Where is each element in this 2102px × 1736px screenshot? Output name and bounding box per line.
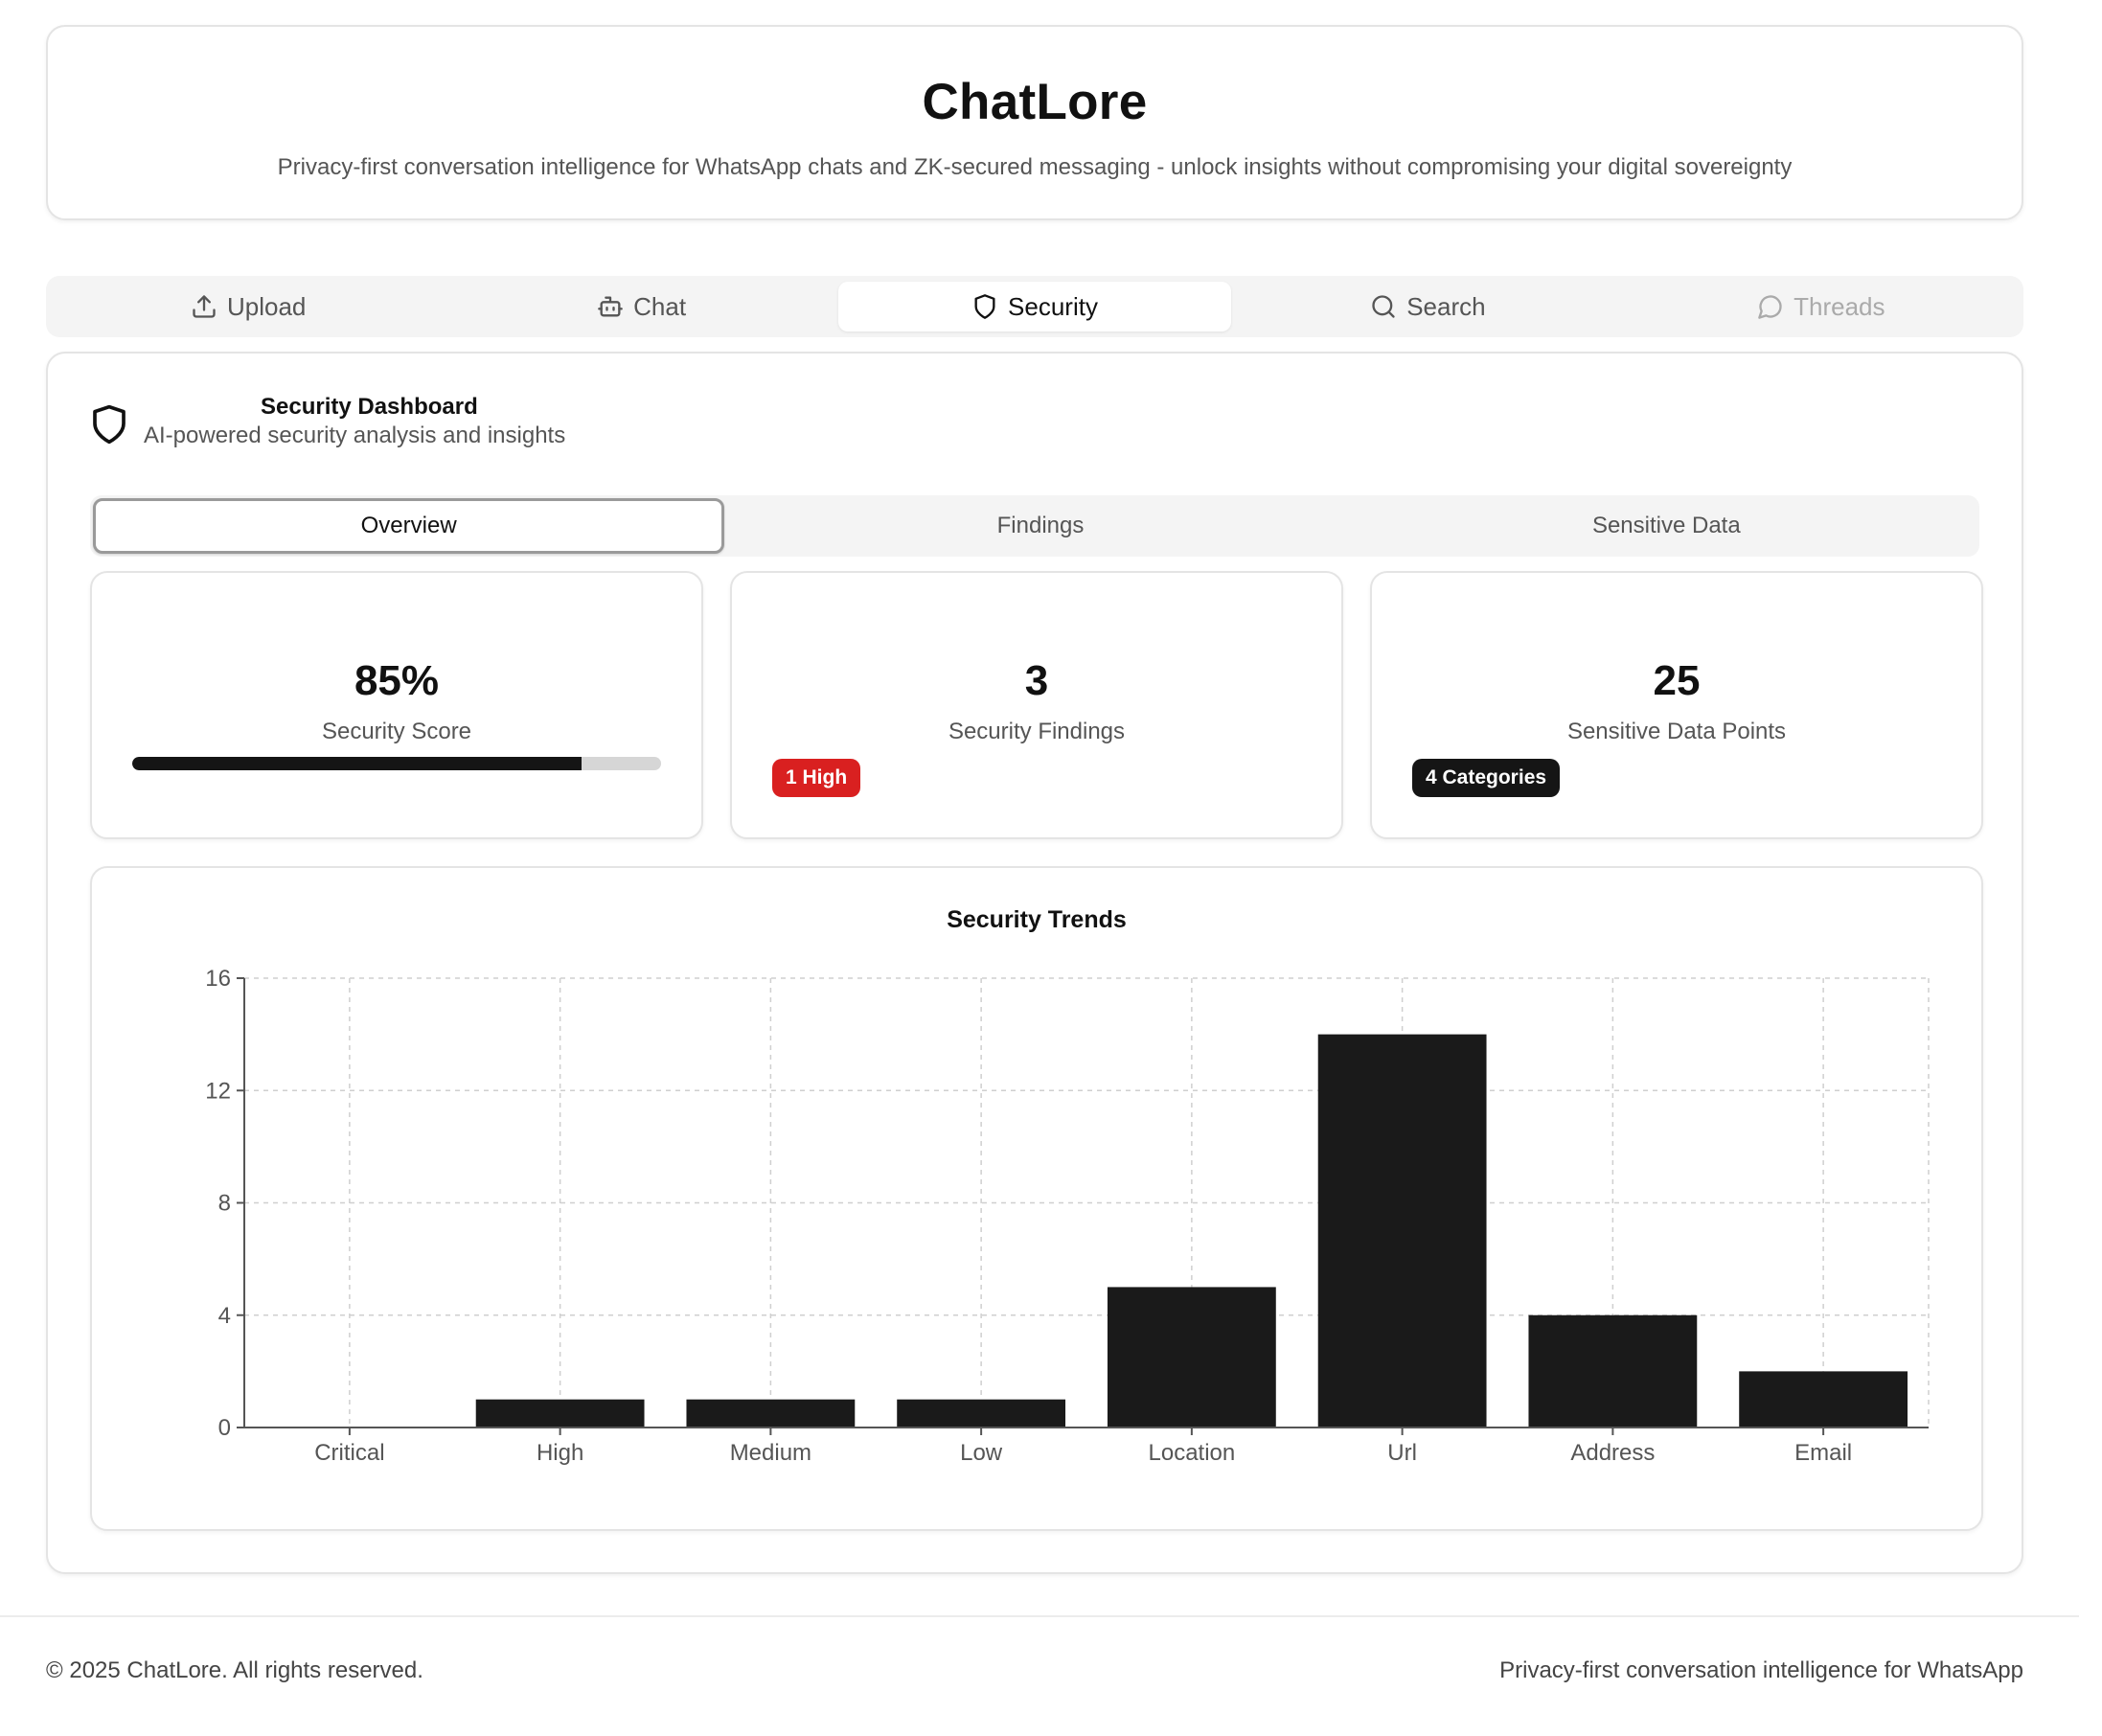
- security-findings-card: 3 Security Findings 1 High: [730, 571, 1343, 839]
- dashboard-subtitle: AI-powered security analysis and insight…: [144, 423, 566, 448]
- header-card: ChatLore Privacy-first conversation inte…: [46, 25, 2023, 220]
- sensitive-data-card: 25 Sensitive Data Points 4 Categories: [1370, 571, 1983, 839]
- tab-upload[interactable]: Upload: [52, 282, 445, 331]
- security-findings-label: Security Findings: [948, 719, 1126, 744]
- search-icon: [1372, 295, 1395, 318]
- main-tabs: Upload Chat Security Search Threads: [46, 276, 2023, 337]
- x-tick-label: Address: [1570, 1440, 1655, 1466]
- footer-divider: [0, 1615, 2079, 1617]
- bar-medium: [686, 1399, 856, 1428]
- security-dashboard-card: Security Dashboard AI-powered security a…: [46, 352, 2023, 1574]
- sensitive-data-label: Sensitive Data Points: [1566, 719, 1787, 744]
- y-tick-label: 4: [218, 1303, 231, 1329]
- bot-icon: [598, 296, 623, 317]
- bar-high: [475, 1399, 645, 1428]
- security-score-card: 85% Security Score: [90, 571, 703, 839]
- dashboard-subtabs: Overview Findings Sensitive Data: [90, 495, 1979, 557]
- tab-search[interactable]: Search: [1231, 282, 1624, 331]
- tab-threads[interactable]: Threads: [1625, 282, 2018, 331]
- security-score-progress: [132, 757, 661, 770]
- app-subtitle: Privacy-first conversation intelligence …: [277, 154, 1793, 180]
- bar-url: [1317, 1034, 1487, 1428]
- tab-upload-label: Upload: [227, 291, 307, 321]
- x-tick-label: Location: [1149, 1440, 1236, 1466]
- shield-icon: [974, 294, 995, 319]
- high-findings-badge: 1 High: [772, 759, 861, 797]
- bar-email: [1739, 1371, 1908, 1428]
- x-tick-label: Email: [1794, 1440, 1852, 1466]
- y-tick-label: 0: [218, 1415, 231, 1441]
- y-tick-label: 12: [205, 1078, 231, 1104]
- y-tick-label: 16: [205, 966, 231, 992]
- chart-title: Security Trends: [947, 906, 1127, 933]
- shield-icon: [93, 404, 126, 445]
- app-title: ChatLore: [922, 74, 1148, 130]
- y-tick-label: 8: [218, 1191, 231, 1217]
- x-tick-label: High: [537, 1440, 583, 1466]
- subtab-findings[interactable]: Findings: [996, 513, 1085, 538]
- bar-location: [1107, 1287, 1276, 1428]
- security-score-value: 85%: [354, 657, 440, 704]
- dashboard-title: Security Dashboard: [261, 394, 478, 420]
- subtab-overview[interactable]: Overview: [93, 498, 725, 554]
- security-findings-value: 3: [1024, 657, 1049, 704]
- tab-security-label: Security: [1008, 291, 1098, 321]
- security-score-label: Security Score: [321, 719, 472, 744]
- security-trends-chart: 0 4 8 12 16 Critical High Medium Low Location Url A…: [205, 966, 1930, 1466]
- tab-chat-label: Chat: [633, 291, 687, 321]
- upload-icon: [193, 295, 216, 318]
- categories-badge: 4 Categories: [1412, 759, 1561, 797]
- x-tick-label: Low: [960, 1440, 1003, 1466]
- x-tick-label: Medium: [730, 1440, 811, 1466]
- tab-security[interactable]: Security: [837, 282, 1232, 331]
- bar-low: [897, 1399, 1066, 1428]
- tab-search-label: Search: [1406, 291, 1486, 321]
- footer-copyright: © 2025 ChatLore. All rights reserved.: [46, 1657, 423, 1683]
- security-trends-card: Security Trends 0 4 8 12 16 Critical High Mediu…: [90, 866, 1983, 1531]
- footer-tagline: Privacy-first conversation intelligence …: [1499, 1657, 2023, 1683]
- bar-address: [1528, 1314, 1698, 1428]
- tab-threads-label: Threads: [1794, 291, 1885, 321]
- subtab-sensitive-data[interactable]: Sensitive Data: [1591, 513, 1741, 538]
- message-circle-icon: [1758, 295, 1782, 319]
- x-tick-label: Url: [1387, 1440, 1417, 1466]
- security-score-progress-fill: [132, 757, 583, 770]
- sensitive-data-value: 25: [1653, 657, 1701, 704]
- tab-chat[interactable]: Chat: [445, 282, 837, 331]
- x-tick-label: Critical: [314, 1440, 384, 1466]
